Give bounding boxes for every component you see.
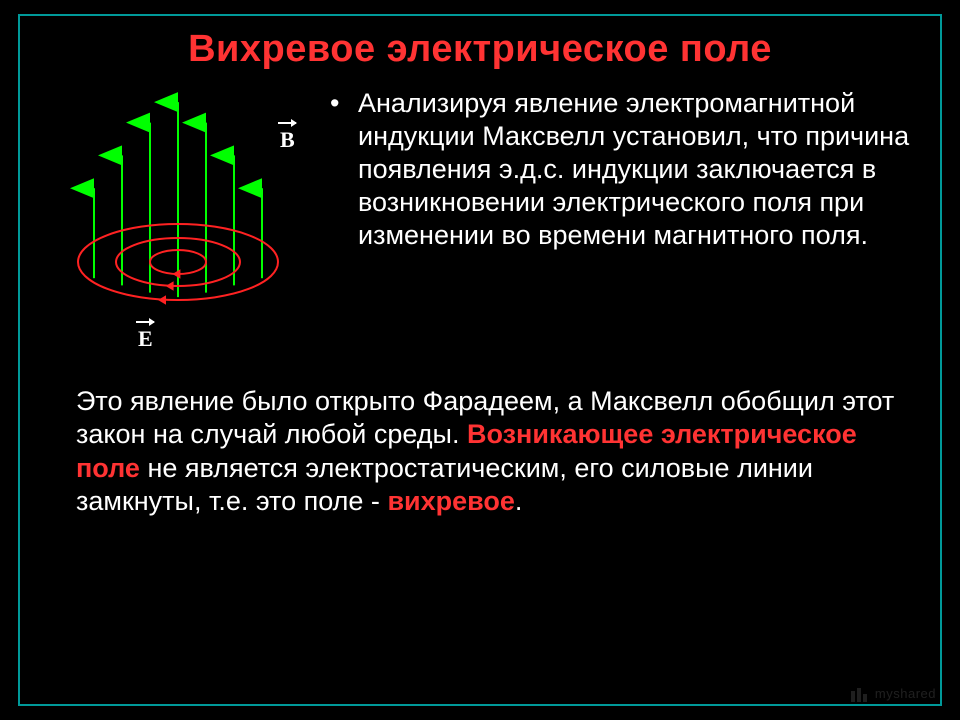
e-vector-arrow-icon: [136, 321, 154, 323]
content-row: B E Анализируя явление электромагнитной …: [26, 87, 934, 377]
bullet-list: Анализируя явление электромагнитной инду…: [330, 87, 914, 252]
page-title: Вихревое электрическое поле: [26, 28, 934, 71]
e-label: E: [138, 326, 153, 352]
watermark-icon: [851, 688, 869, 702]
watermark: myshared: [851, 686, 936, 702]
watermark-text: myshared: [875, 686, 936, 701]
slide-container: Вихревое электрическое поле B E Анализир…: [0, 0, 960, 720]
b-vector-arrow-icon: [278, 122, 296, 124]
b-label: B: [280, 127, 295, 153]
diagram: B E: [50, 87, 330, 377]
bullet-item: Анализируя явление электромагнитной инду…: [330, 87, 914, 252]
para-highlight-2: вихревое: [387, 486, 514, 516]
bullet-column: Анализируя явление электромагнитной инду…: [330, 87, 922, 377]
para-text-post: .: [515, 486, 523, 516]
bottom-paragraph: Это явление было открыто Фарадеем, а Мак…: [26, 377, 934, 519]
